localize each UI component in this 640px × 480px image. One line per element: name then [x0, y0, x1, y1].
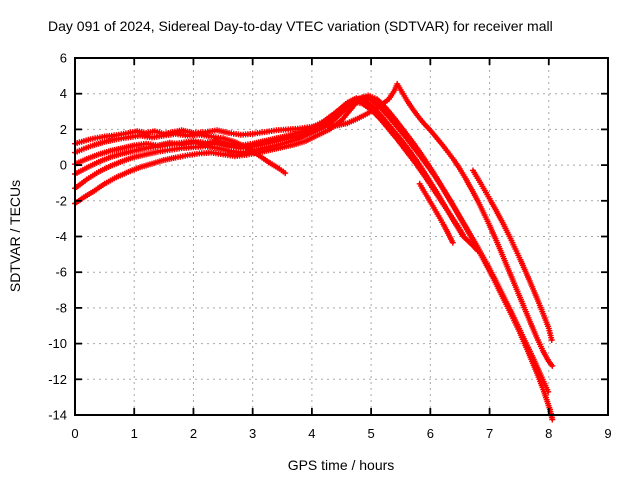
x-tick-label: 2	[190, 426, 197, 441]
grid-layer	[75, 58, 608, 415]
y-tick-label: -6	[55, 265, 67, 280]
series-trace-6-markers	[72, 98, 466, 238]
y-tick-label: -8	[55, 300, 67, 315]
y-axis-label: SDTVAR / TECUs	[7, 180, 23, 292]
x-tick-label: 7	[486, 426, 493, 441]
y-tick-label: -2	[55, 193, 67, 208]
x-tick-label: 5	[367, 426, 374, 441]
x-tick-label: 4	[308, 426, 315, 441]
y-tick-label: -14	[48, 408, 67, 423]
series-trace-5-markers	[416, 180, 456, 246]
y-tick-label: 2	[60, 122, 67, 137]
y-tick-label: -4	[55, 229, 67, 244]
series-trace-7-line	[73, 96, 480, 253]
x-tick-label: 9	[604, 426, 611, 441]
x-tick-label: 8	[545, 426, 552, 441]
x-axis-label: GPS time / hours	[288, 457, 395, 473]
x-tick-label: 0	[71, 426, 78, 441]
tick-label-layer: 0 1 2 3 4 5 6 7 8 9 -14 -12 -10 -8 -6 -4 -2 0 2 4 6	[48, 51, 611, 442]
series-trace-4-markers	[470, 167, 555, 343]
y-tick-label: 6	[60, 51, 67, 66]
series-layer	[72, 80, 556, 423]
x-tick-label: 6	[427, 426, 434, 441]
y-tick-label: -10	[48, 336, 67, 351]
axes-layer	[74, 57, 609, 416]
chart-title: Day 091 of 2024, Sidereal Day-to-day VTE…	[48, 18, 553, 34]
y-tick-label: 0	[60, 158, 67, 173]
series-trace-6-line	[73, 100, 465, 237]
x-tick-label: 3	[249, 426, 256, 441]
x-tick-label: 1	[131, 426, 138, 441]
y-tick-label: -12	[48, 372, 67, 387]
y-tick-label: 4	[60, 86, 67, 101]
